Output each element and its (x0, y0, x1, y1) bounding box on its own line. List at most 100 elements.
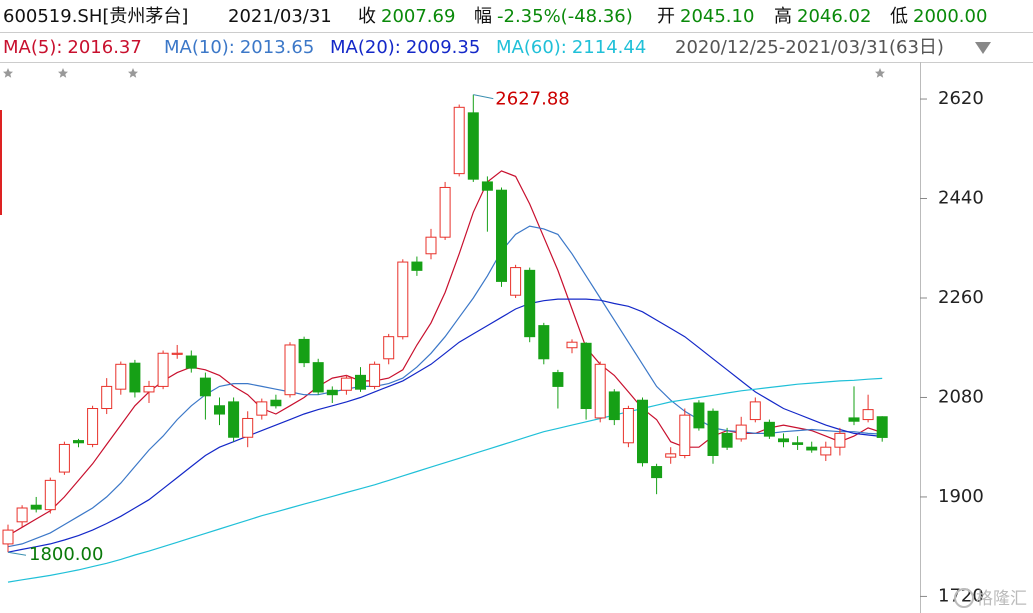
candle-body (284, 344, 296, 396)
legend-value: 2009.35 (406, 37, 480, 58)
candle-body (2, 529, 14, 545)
candle-body (355, 374, 366, 390)
change-value: -2.35%(-48.36) (497, 6, 633, 27)
candle-body (199, 377, 211, 397)
candle-body (749, 401, 761, 421)
candle-body (143, 385, 155, 393)
low-value: 2000.00 (913, 6, 987, 27)
candle-body (214, 405, 225, 415)
candle-body (834, 432, 846, 448)
candle-body (312, 362, 324, 393)
candle-body (876, 416, 888, 438)
candle-body (298, 338, 310, 364)
high-value: 2046.02 (797, 6, 871, 27)
watermark-icon (954, 588, 974, 608)
candle-body (157, 352, 169, 387)
date: 2021/03/31 (228, 6, 332, 27)
y-tick-label: 1900 (938, 486, 984, 507)
candle-body (552, 372, 564, 387)
candle-body (115, 363, 127, 390)
legend-name: MA(20): (330, 37, 401, 58)
candle-body (58, 443, 70, 473)
candle-body (693, 402, 705, 429)
candle-body (383, 336, 395, 360)
max-pointer (473, 94, 494, 100)
candle-body (30, 504, 42, 510)
candle-body (256, 401, 268, 416)
dropdown-icon[interactable] (975, 42, 991, 54)
legend-value: 2114.44 (572, 37, 646, 58)
header: 600519.SH[贵州茅台] 2021/03/31 收 2007.69 幅 -… (3, 6, 987, 27)
legend-value: 2013.65 (240, 37, 314, 58)
date-range: 2020/12/25-2021/03/31(63日) (675, 37, 944, 58)
candle-body (101, 385, 113, 410)
min-label: 1800.00 (29, 544, 103, 565)
candle-body (848, 417, 860, 422)
candle-body (87, 408, 99, 445)
candle-body (524, 269, 536, 338)
candle-body (538, 325, 550, 360)
candle-body (270, 399, 282, 407)
candle-body (44, 479, 56, 511)
legend-value: 2016.37 (67, 37, 141, 58)
candle-body (622, 408, 634, 444)
candle-body (467, 112, 479, 180)
candle-body (439, 186, 451, 238)
candle-body (637, 399, 648, 464)
ma-line (7, 377, 883, 583)
candle-body (608, 391, 620, 421)
candle-body (763, 421, 775, 437)
candle-body (679, 414, 691, 456)
candle-body (73, 440, 84, 444)
candle-body (496, 189, 507, 282)
low-label: 低 (890, 6, 908, 27)
candle-body (594, 363, 606, 419)
candle-body (411, 261, 423, 271)
candle-body (481, 181, 493, 191)
y-tick-label: 2260 (938, 287, 984, 308)
candle-body (185, 355, 197, 369)
candle-body (806, 446, 818, 451)
candle-body (397, 261, 409, 338)
candle-body (862, 409, 874, 421)
high-label: 高 (774, 6, 792, 27)
symbol: 600519.SH[贵州茅台] (3, 6, 188, 27)
max-label: 2627.88 (495, 89, 569, 110)
candle-body (129, 362, 141, 393)
candle-body (721, 432, 733, 448)
y-tick-label: 2620 (938, 88, 984, 109)
candle-body (425, 236, 437, 255)
close-value: 2007.69 (381, 6, 455, 27)
legend-name: MA(10): (164, 37, 235, 58)
min-pointer (7, 551, 27, 556)
y-tick-label: 2080 (938, 386, 984, 407)
candle-body (340, 377, 352, 391)
change-label: 幅 (474, 6, 492, 27)
candle-body (510, 267, 522, 296)
candle-body (665, 453, 677, 458)
candle-body (228, 401, 240, 438)
open-value: 2045.10 (680, 6, 754, 27)
candle-body (820, 446, 832, 456)
close-label: 收 (358, 6, 376, 27)
stars (3, 68, 885, 78)
candle-body (580, 342, 592, 410)
candle-body (242, 417, 254, 438)
candle-body (369, 363, 381, 387)
candle-body (707, 410, 719, 456)
candle-body (735, 424, 747, 440)
candle-body (778, 438, 789, 443)
ma-line (7, 298, 883, 553)
watermark: 格隆汇 (976, 589, 1027, 609)
candle-body (566, 341, 578, 349)
candle-body (651, 466, 663, 479)
candle-body (326, 389, 338, 396)
candle-body (792, 442, 804, 445)
candle-body (16, 507, 28, 523)
candle-body (453, 106, 465, 175)
candle-body (171, 352, 183, 355)
open-label: 开 (657, 6, 675, 27)
legend-name: MA(60): (496, 37, 567, 58)
